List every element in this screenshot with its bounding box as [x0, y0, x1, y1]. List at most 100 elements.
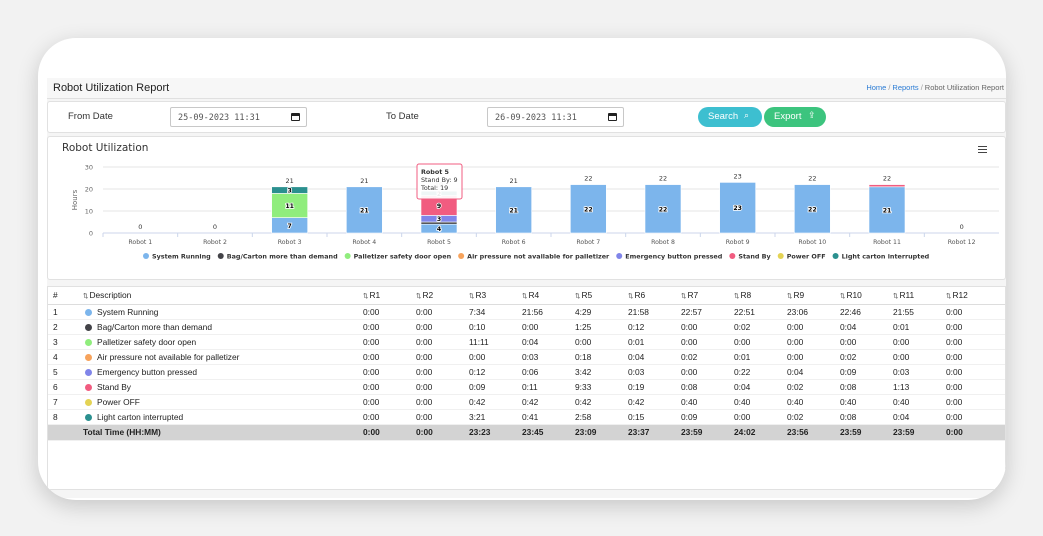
row-index: 7 [48, 394, 78, 410]
table-cell: 21:58 [623, 304, 676, 320]
export-button[interactable]: Export ⇪ [764, 107, 826, 127]
breadcrumb-reports[interactable]: Reports [892, 83, 919, 92]
to-date-label: To Date [386, 111, 419, 122]
column-header-r5[interactable]: ⇅R5 [570, 287, 623, 305]
table-cell: 0:00 [782, 319, 835, 335]
row-index: 3 [48, 334, 78, 350]
segment-label: 23 [733, 205, 742, 212]
legend-marker [217, 253, 224, 259]
table-cell: 0:00 [888, 334, 941, 350]
table-cell: 0:00 [411, 394, 464, 410]
segment-label: 21 [509, 207, 518, 214]
table-cell: 0:40 [729, 394, 782, 410]
table-row: 2 Bag/Carton more than demand 0:00 0:00 0:10… [48, 319, 1005, 335]
calendar-icon[interactable] [608, 113, 617, 121]
calendar-icon[interactable] [291, 113, 300, 121]
table-row: 8 Light carton interrupted 0:00 0:00 3:21 0:4… [48, 409, 1005, 425]
bar-total-label: 22 [808, 175, 816, 183]
column-header-r4[interactable]: ⇅R4 [517, 287, 570, 305]
table-cell: 0:00 [676, 364, 729, 380]
table-cell: 0:03 [888, 364, 941, 380]
x-tick-label: Robot 9 [726, 239, 750, 246]
column-header-r9[interactable]: ⇅R9 [782, 287, 835, 305]
column-header-r12[interactable]: ⇅R12 [941, 287, 1005, 305]
row-description: Air pressure not available for palletize… [78, 349, 358, 365]
x-tick-label: Robot 2 [203, 239, 227, 246]
table-cell: 0:09 [464, 379, 517, 395]
series-color-dot [85, 353, 92, 361]
table-cell: 0:00 [941, 349, 1005, 365]
column-header-description[interactable]: ⇅Description [78, 287, 358, 305]
to-date-input[interactable]: 26-09-2023 11:31 [487, 107, 624, 127]
table-cell: 0:00 [676, 334, 729, 350]
search-button[interactable]: Search ⌕ [698, 107, 762, 127]
column-header-r1[interactable]: ⇅R1 [358, 287, 411, 305]
table-cell: 23:06 [782, 304, 835, 320]
table-cell: 0:11 [517, 379, 570, 395]
table-cell: 0:02 [782, 379, 835, 395]
screenshot-frame: Robot Utilization Report Home / Reports / Ro… [38, 38, 1006, 500]
table-cell: 0:22 [729, 364, 782, 380]
column-header-r10[interactable]: ⇅R10 [835, 287, 888, 305]
bar-total-label: 21 [510, 177, 518, 185]
column-header-r3[interactable]: ⇅R3 [464, 287, 517, 305]
table-cell: 9:33 [570, 379, 623, 395]
segment-label: 22 [808, 206, 817, 213]
table-cell: 0:00 [358, 409, 411, 425]
breadcrumb-home[interactable]: Home [866, 83, 887, 92]
sort-icon: ⇅ [469, 293, 475, 301]
utilization-table-panel: # ⇅Description ⇅R1 ⇅R2 ⇅R3 ⇅R4 ⇅R5 ⇅R6 ⇅R7 ⇅R8 ⇅R9… [47, 286, 1006, 490]
sort-icon: ⇅ [787, 293, 793, 301]
column-header-r6[interactable]: ⇅R6 [623, 287, 676, 305]
bar-total-label: 22 [883, 175, 891, 183]
breadcrumb: Home / Reports / Robot Utilization Report [866, 83, 1004, 92]
table-cell: 0:00 [570, 334, 623, 350]
table-cell: 0:00 [411, 304, 464, 320]
column-header-r7[interactable]: ⇅R7 [676, 287, 729, 305]
from-date-input[interactable]: 25-09-2023 11:31 [170, 107, 307, 127]
hamburger-menu-icon[interactable] [978, 146, 987, 153]
sort-icon: ⇅ [946, 293, 952, 301]
total-row: Total Time (HH:MM) 0:00 0:00 23:23 23:45 23:0… [48, 424, 1005, 441]
table-cell: 0:04 [782, 364, 835, 380]
table-cell: 0:12 [464, 364, 517, 380]
legend-marker [832, 253, 839, 259]
table-cell: 0:00 [411, 364, 464, 380]
table-cell: 22:51 [729, 304, 782, 320]
segment-label: 3 [288, 188, 292, 195]
total-cell: 23:59 [888, 424, 941, 441]
total-cell: 23:56 [782, 424, 835, 441]
series-color-dot [85, 383, 92, 391]
total-index [48, 424, 78, 441]
page-header: Robot Utilization Report Home / Reports / Ro… [47, 78, 1006, 99]
legend-marker [458, 253, 465, 259]
table-cell: 0:00 [411, 349, 464, 365]
bar-total-label: 23 [734, 172, 742, 180]
table-cell: 0:02 [835, 349, 888, 365]
row-index: 6 [48, 379, 78, 395]
segment-label: 3 [437, 216, 441, 223]
column-header-r11[interactable]: ⇅R11 [888, 287, 941, 305]
table-cell: 0:10 [464, 319, 517, 335]
table-cell: 0:00 [941, 394, 1005, 410]
total-cell: 0:00 [411, 424, 464, 441]
table-cell: 0:08 [835, 379, 888, 395]
x-tick-label: Robot 11 [873, 239, 901, 246]
table-cell: 0:00 [729, 409, 782, 425]
x-tick-label: Robot 5 [427, 239, 451, 246]
table-cell: 0:18 [570, 349, 623, 365]
table-cell: 0:00 [358, 334, 411, 350]
sort-icon: ⇅ [416, 293, 422, 301]
table-cell: 0:42 [570, 394, 623, 410]
legend-marker [777, 253, 784, 259]
column-header-r2[interactable]: ⇅R2 [411, 287, 464, 305]
table-cell: 21:55 [888, 304, 941, 320]
sort-icon: ⇅ [734, 293, 740, 301]
table-cell: 0:00 [888, 349, 941, 365]
table-row: 1 System Running 0:00 0:00 7:34 21:56 4:29 21:5… [48, 304, 1005, 320]
sort-icon: ⇅ [681, 293, 687, 301]
total-cell: 23:09 [570, 424, 623, 441]
column-header-r8[interactable]: ⇅R8 [729, 287, 782, 305]
bar-segment [644, 184, 682, 234]
legend-label: Light carton interrupted [842, 252, 930, 260]
